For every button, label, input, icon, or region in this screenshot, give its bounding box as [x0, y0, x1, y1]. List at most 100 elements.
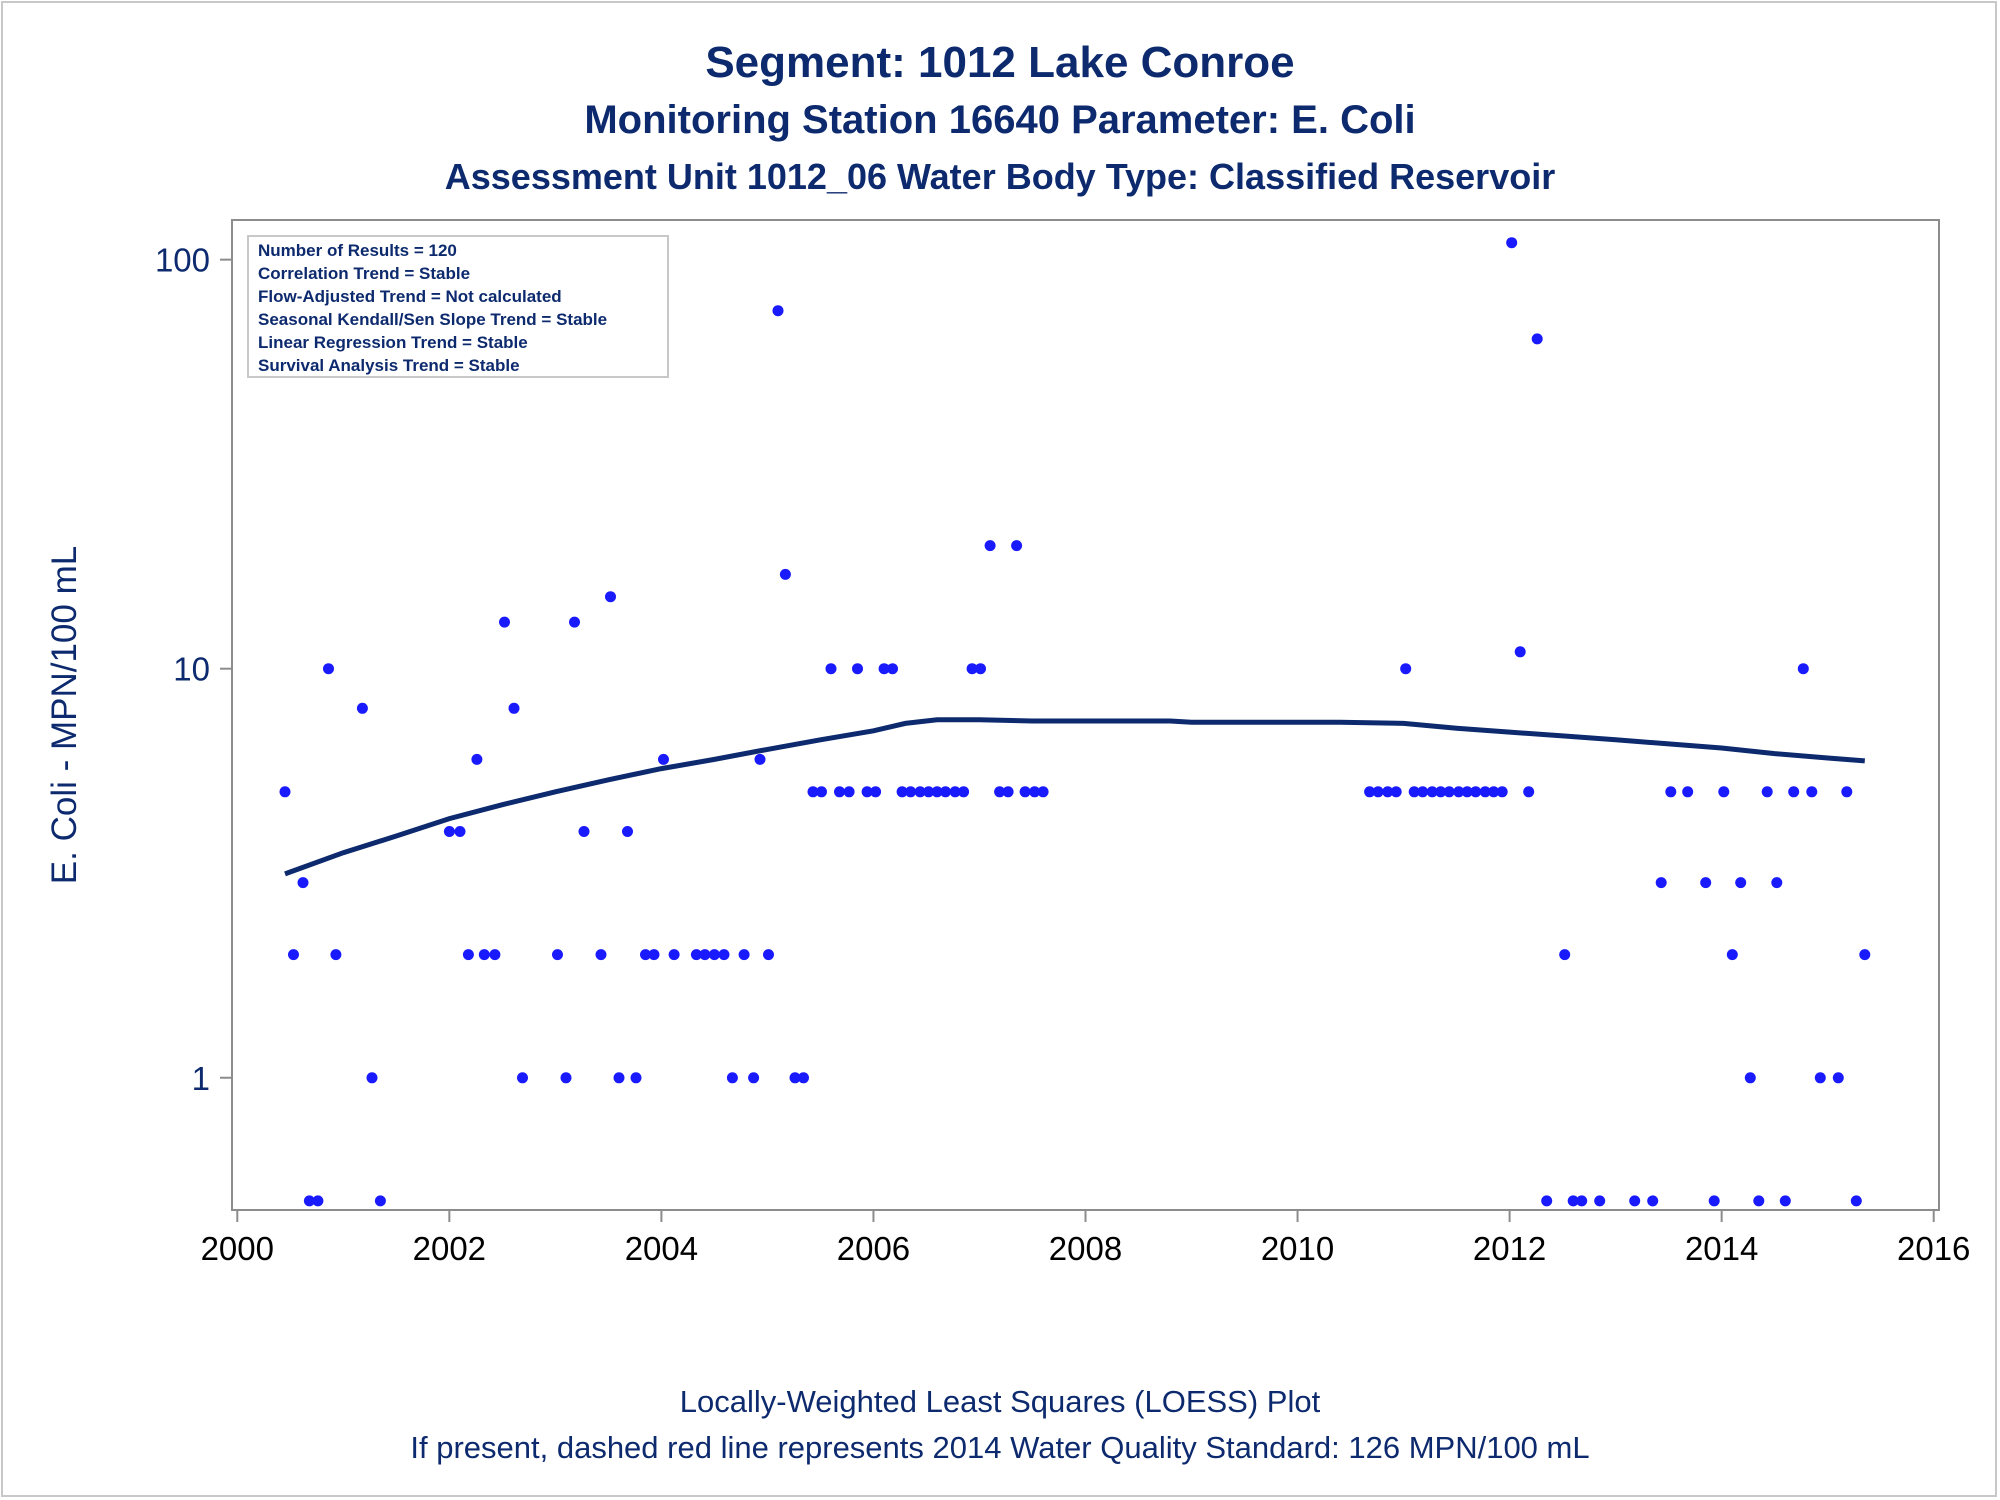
data-point	[622, 826, 633, 837]
data-point	[1779, 1195, 1791, 1207]
data-point	[718, 949, 730, 961]
data-point	[896, 786, 908, 798]
data-point	[1029, 786, 1041, 798]
data-point	[748, 1072, 760, 1084]
data-point	[789, 1072, 801, 1084]
data-point	[552, 949, 563, 961]
data-point	[834, 786, 845, 798]
stats-legend-line: Survival Analysis Trend = Stable	[258, 356, 520, 375]
data-point	[323, 663, 334, 675]
data-point	[1470, 786, 1482, 798]
data-point	[1435, 786, 1447, 798]
loess-line	[284, 717, 1865, 877]
data-point	[569, 616, 580, 628]
data-point	[1531, 333, 1543, 345]
data-point	[754, 753, 766, 765]
chart-subtitle-station: Monitoring Station 16640 Parameter: E. C…	[584, 98, 1416, 142]
data-point	[613, 1072, 625, 1084]
data-point	[1708, 1195, 1720, 1207]
data-point	[966, 663, 978, 675]
y-tick-label: 1	[192, 1060, 210, 1097]
data-point	[852, 663, 863, 675]
data-point	[471, 753, 483, 765]
data-point	[1814, 1072, 1826, 1084]
data-point	[1443, 786, 1455, 798]
stats-legend-line: Correlation Trend = Stable	[258, 264, 470, 283]
data-point	[1718, 786, 1730, 798]
data-point	[303, 1195, 315, 1207]
data-point	[356, 702, 368, 714]
data-point	[1655, 877, 1667, 889]
data-point	[605, 591, 616, 603]
footnote-standard: If present, dashed red line represents 2…	[410, 1430, 1590, 1465]
y-tick-label: 10	[173, 651, 210, 688]
data-point	[798, 1072, 809, 1084]
data-point	[1850, 1195, 1862, 1207]
data-point	[870, 786, 882, 798]
data-point	[1841, 786, 1853, 798]
data-point	[816, 786, 827, 798]
data-point	[690, 949, 702, 961]
data-point	[478, 949, 490, 961]
data-point	[658, 753, 669, 765]
data-point	[708, 949, 720, 961]
data-point	[807, 786, 819, 798]
data-point	[940, 786, 951, 798]
data-point	[312, 1195, 324, 1207]
data-point	[1576, 1195, 1588, 1207]
data-point	[1859, 949, 1871, 961]
data-point	[1514, 646, 1526, 658]
x-tick-label: 2010	[1261, 1230, 1334, 1267]
data-point	[1011, 540, 1023, 552]
data-point	[1806, 786, 1818, 798]
data-point	[1408, 786, 1420, 798]
data-point	[949, 786, 961, 798]
chart-title: Segment: 1012 Lake Conroe	[705, 38, 1295, 87]
data-point	[279, 786, 291, 798]
data-point	[1797, 663, 1809, 675]
data-point	[297, 877, 309, 889]
data-point	[726, 1072, 738, 1084]
data-point	[1461, 786, 1473, 798]
data-point	[1417, 786, 1429, 798]
data-point	[1523, 786, 1535, 798]
stats-legend-line: Seasonal Kendall/Sen Slope Trend = Stabl…	[258, 310, 607, 329]
data-point	[772, 305, 784, 317]
stats-legend-line: Number of Results = 120	[258, 241, 457, 260]
data-point	[699, 949, 711, 961]
data-point	[1665, 786, 1677, 798]
x-tick-label: 2012	[1473, 1230, 1546, 1267]
data-point	[1771, 877, 1783, 889]
data-point	[931, 786, 943, 798]
data-point	[499, 616, 510, 628]
data-point	[1735, 877, 1747, 889]
data-point	[1390, 786, 1402, 798]
data-point	[330, 949, 342, 961]
data-point	[668, 949, 680, 961]
data-point	[1496, 786, 1508, 798]
data-point	[984, 540, 996, 552]
data-point	[914, 786, 926, 798]
data-point	[887, 663, 898, 675]
data-point	[1629, 1195, 1641, 1207]
data-point	[1400, 663, 1412, 675]
chart-subtitle-assessment: Assessment Unit 1012_06 Water Body Type:…	[444, 156, 1556, 197]
data-point	[443, 826, 455, 837]
data-point	[763, 949, 774, 961]
data-point	[878, 663, 890, 675]
data-point	[1037, 786, 1049, 798]
x-tick-label: 2004	[625, 1230, 698, 1267]
x-tick-label: 2014	[1685, 1230, 1758, 1267]
data-point	[1382, 786, 1394, 798]
stats-legend: Number of Results = 120 Correlation Tren…	[247, 235, 669, 378]
data-point	[1761, 786, 1773, 798]
data-point	[1372, 786, 1384, 798]
stats-legend-line: Flow-Adjusted Trend = Not calculated	[258, 287, 562, 306]
data-point	[648, 949, 660, 961]
data-point	[630, 1072, 642, 1084]
data-point	[462, 949, 474, 961]
data-point	[923, 786, 935, 798]
stats-legend-box	[247, 235, 669, 378]
